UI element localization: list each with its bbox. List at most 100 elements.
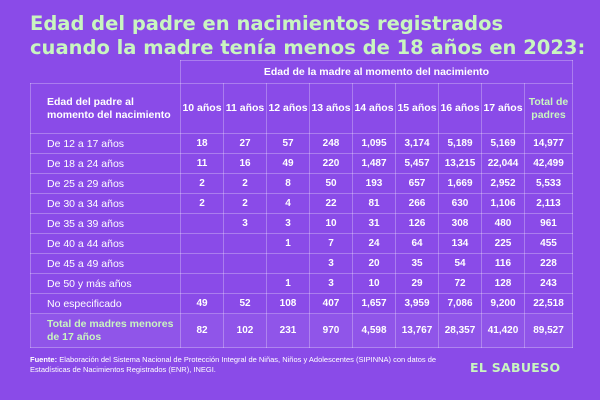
table-cell: 64 — [395, 233, 439, 254]
table-cell: 248 — [309, 133, 353, 154]
total-cell: 102 — [223, 313, 267, 348]
total-row-label: Total de madres menores de 17 años — [30, 313, 181, 348]
table-cell: 52 — [223, 293, 267, 314]
total-row: Total de madres menores de 17 años 82 102 2… — [30, 313, 573, 348]
table-cell: 1,487 — [352, 153, 396, 174]
table-cell: 5,457 — [395, 153, 439, 174]
table-cell: 3 — [309, 253, 353, 274]
table-cell — [180, 213, 224, 234]
table-cell: 220 — [309, 153, 353, 174]
row-label: De 50 y más años — [30, 273, 181, 294]
column-header: 11 años — [223, 83, 267, 134]
table-cell: 126 — [395, 213, 439, 234]
table-cell: 3 — [223, 213, 267, 234]
table-cell: 7 — [309, 233, 353, 254]
table-cell — [223, 273, 267, 294]
table-cell: 54 — [438, 253, 482, 274]
row-total-cell: 243 — [524, 273, 573, 294]
table-cell: 116 — [481, 253, 525, 274]
row-total-cell: 42,499 — [524, 153, 573, 174]
table-corner — [31, 61, 181, 84]
total-cell: 82 — [180, 313, 224, 348]
table-cell: 5,189 — [438, 133, 482, 154]
table-cell: 49 — [266, 153, 310, 174]
table-row: De 40 a 44 años 1 7 24 64 134 225 455 — [30, 233, 573, 254]
table-cell: 20 — [352, 253, 396, 274]
data-table: Edad de la madre al momento del nacimien… — [30, 60, 573, 348]
table-cell: 27 — [223, 133, 267, 154]
table-cell: 31 — [352, 213, 396, 234]
table-cell: 266 — [395, 193, 439, 214]
total-cell: 231 — [266, 313, 310, 348]
row-total-cell: 2,113 — [524, 193, 573, 214]
total-cell: 13,767 — [395, 313, 439, 348]
table-cell: 2 — [180, 173, 224, 194]
table-cell — [266, 253, 310, 274]
column-header: 17 años — [481, 83, 525, 134]
row-label: No especificado — [30, 293, 181, 314]
row-label: De 25 a 29 años — [30, 173, 181, 194]
table-cell: 29 — [395, 273, 439, 294]
table-cell: 193 — [352, 173, 396, 194]
table-cell: 35 — [395, 253, 439, 274]
table-row: No especificado 49 52 108 407 1,657 3,959 7,086… — [30, 293, 573, 314]
row-label: De 45 a 49 años — [30, 253, 181, 274]
table-cell: 8 — [266, 173, 310, 194]
table-cell: 13,215 — [438, 153, 482, 174]
table-cell — [223, 253, 267, 274]
table-cell: 5,169 — [481, 133, 525, 154]
table-cell: 10 — [309, 213, 353, 234]
table-cell: 480 — [481, 213, 525, 234]
column-header: 10 años — [180, 83, 224, 134]
table-cell: 3,959 — [395, 293, 439, 314]
table-cell: 128 — [481, 273, 525, 294]
row-total-cell: 228 — [524, 253, 573, 274]
column-header: 13 años — [309, 83, 353, 134]
table-cell: 308 — [438, 213, 482, 234]
total-cell: 4,598 — [352, 313, 396, 348]
table-cell: 407 — [309, 293, 353, 314]
column-header: 15 años — [395, 83, 439, 134]
row-total-cell: 22,518 — [524, 293, 573, 314]
table-cell — [180, 253, 224, 274]
table-cell: 2 — [223, 193, 267, 214]
table-cell: 225 — [481, 233, 525, 254]
table-row: De 12 a 17 años 18 27 57 248 1,095 3,174 5,189 5… — [30, 133, 573, 154]
table-cell: 2 — [180, 193, 224, 214]
row-total-cell: 961 — [524, 213, 573, 234]
table-row: De 50 y más años 1 3 10 29 72 128 243 — [30, 273, 573, 294]
table-cell: 630 — [438, 193, 482, 214]
table-cell: 10 — [352, 273, 396, 294]
table-cell: 72 — [438, 273, 482, 294]
super-header-row: Edad de la madre al momento del nacimien… — [31, 60, 573, 84]
source-note: Fuente: Elaboración del Sistema Nacional… — [30, 355, 450, 375]
table-cell: 657 — [395, 173, 439, 194]
source-label: Fuente: — [30, 355, 58, 364]
column-header: 12 años — [266, 83, 310, 134]
table-cell — [223, 233, 267, 254]
table-cell: 18 — [180, 133, 224, 154]
column-header: 16 años — [438, 83, 482, 134]
table-cell: 7,086 — [438, 293, 482, 314]
column-header-total: Total de padres — [524, 83, 573, 134]
total-cell: 41,420 — [481, 313, 525, 348]
table-cell: 24 — [352, 233, 396, 254]
table-cell: 16 — [223, 153, 267, 174]
row-header: Edad del padre al momento del nacimiento — [30, 83, 181, 134]
table-cell — [180, 233, 224, 254]
table-cell: 50 — [309, 173, 353, 194]
row-label: De 18 a 24 años — [30, 153, 181, 174]
total-cell: 89,527 — [524, 313, 573, 348]
table-cell: 2 — [223, 173, 267, 194]
brand-logo: EL SABUESO — [470, 360, 561, 375]
table-row: De 45 a 49 años 3 20 35 54 116 228 — [30, 253, 573, 274]
total-cell: 970 — [309, 313, 353, 348]
title-line-1: Edad del padre en nacimientos registrado… — [30, 12, 504, 35]
table-cell: 108 — [266, 293, 310, 314]
table-cell: 4 — [266, 193, 310, 214]
title-line-2: cuando la madre tenía menos de 18 años e… — [30, 36, 586, 59]
table-row: De 18 a 24 años 11 16 49 220 1,487 5,457 13,215… — [30, 153, 573, 174]
row-total-cell: 455 — [524, 233, 573, 254]
row-label: De 35 a 39 años — [30, 213, 181, 234]
table-row: De 35 a 39 años 3 3 10 31 126 308 480 961 — [30, 213, 573, 234]
